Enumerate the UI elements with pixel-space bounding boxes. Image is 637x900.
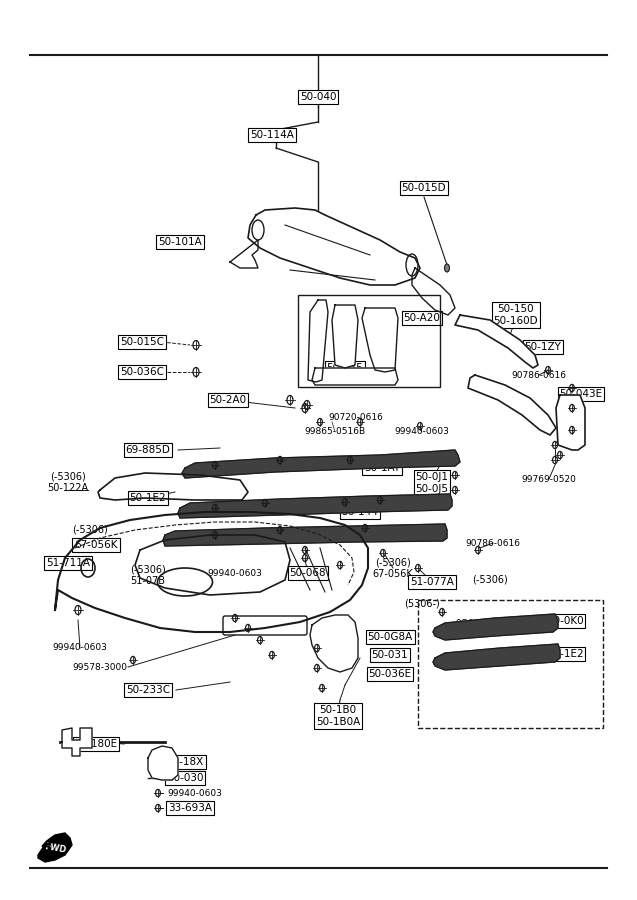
Polygon shape — [312, 368, 398, 385]
Text: FWD: FWD — [43, 842, 66, 854]
Text: 50-101A: 50-101A — [158, 237, 202, 247]
Text: 99865-0516B: 99865-0516B — [304, 428, 366, 436]
Polygon shape — [310, 615, 358, 672]
Text: (-5306)
50-122A: (-5306) 50-122A — [47, 472, 89, 493]
Text: 50-2A0: 50-2A0 — [210, 395, 247, 405]
Polygon shape — [362, 308, 398, 372]
Polygon shape — [433, 614, 558, 640]
Text: 51-077A: 51-077A — [410, 577, 454, 587]
Text: 50-031: 50-031 — [371, 650, 408, 660]
Polygon shape — [556, 395, 585, 450]
Polygon shape — [433, 644, 560, 670]
Text: 50-0K0: 50-0K0 — [547, 616, 583, 626]
Text: 69-885D: 69-885D — [125, 445, 171, 455]
Text: 33-693A: 33-693A — [168, 803, 212, 813]
Text: 50-030: 50-030 — [167, 773, 203, 783]
Text: 9G660-0612B: 9G660-0612B — [314, 532, 376, 541]
Polygon shape — [230, 240, 258, 268]
Text: 90786-0616: 90786-0616 — [512, 371, 566, 380]
Text: 56-144: 56-144 — [341, 507, 378, 517]
Text: 50-0G8A: 50-0G8A — [368, 632, 413, 642]
Text: 50-068: 50-068 — [290, 568, 326, 578]
Text: (-5306)
51-07B: (-5306) 51-07B — [130, 564, 166, 586]
Polygon shape — [178, 494, 452, 518]
Polygon shape — [62, 728, 92, 756]
Text: (5306-): (5306-) — [404, 599, 440, 609]
Text: 99940-0603: 99940-0603 — [168, 788, 222, 797]
Polygon shape — [468, 375, 556, 435]
Polygon shape — [455, 315, 538, 368]
Text: 90720-0616: 90720-0616 — [329, 413, 383, 422]
Text: 50-180E: 50-180E — [75, 739, 118, 749]
Text: 50-036C: 50-036C — [120, 367, 164, 377]
Text: 50-015D: 50-015D — [402, 183, 447, 193]
Text: 50-015C: 50-015C — [120, 337, 164, 347]
Text: 50-1E2: 50-1E2 — [130, 493, 166, 503]
Text: 99769-0520: 99769-0520 — [522, 474, 576, 483]
Text: 51-711A: 51-711A — [46, 558, 90, 568]
Text: 99940-0603: 99940-0603 — [394, 428, 450, 436]
Text: 50-0J1
50-0J5: 50-0J1 50-0J5 — [415, 472, 448, 494]
Polygon shape — [248, 208, 420, 285]
Text: 50-1AY: 50-1AY — [364, 463, 400, 473]
Text: 50-233C: 50-233C — [126, 685, 170, 695]
Polygon shape — [412, 268, 455, 315]
Text: (-5306): (-5306) — [72, 525, 108, 535]
Polygon shape — [38, 833, 72, 862]
Polygon shape — [148, 746, 178, 780]
Ellipse shape — [445, 264, 450, 272]
Text: 9G660-0612B: 9G660-0612B — [456, 619, 518, 628]
Polygon shape — [55, 512, 368, 632]
Text: 50-150
50-160D: 50-150 50-160D — [494, 304, 538, 326]
Polygon shape — [98, 473, 248, 500]
Text: 99578-3000: 99578-3000 — [73, 662, 127, 671]
Polygon shape — [135, 535, 290, 595]
Text: 67-056K: 67-056K — [75, 540, 118, 550]
Text: (-5306): (-5306) — [472, 575, 508, 585]
Text: (-5306)
67-056K: (-5306) 67-056K — [373, 557, 413, 579]
Text: 50-114A: 50-114A — [250, 130, 294, 140]
Text: 50-1E2: 50-1E2 — [547, 649, 583, 659]
Text: 99940-0603: 99940-0603 — [208, 570, 262, 579]
Text: 50-1ZY: 50-1ZY — [524, 342, 561, 352]
Text: 90786-0616: 90786-0616 — [466, 538, 520, 547]
Text: 50-1B0
50-1B0A: 50-1B0 50-1B0A — [316, 706, 360, 727]
Text: 50-A20: 50-A20 — [404, 313, 440, 323]
Polygon shape — [163, 524, 447, 546]
Text: 99940-0603: 99940-0603 — [53, 644, 108, 652]
Text: 50-036E: 50-036E — [368, 669, 412, 679]
Polygon shape — [332, 305, 358, 368]
Polygon shape — [308, 300, 328, 382]
Text: 50-040: 50-040 — [300, 92, 336, 102]
Polygon shape — [182, 450, 460, 478]
Text: 50-18X: 50-18X — [166, 757, 204, 767]
Text: 50-335: 50-335 — [327, 363, 363, 373]
Text: 50-043E: 50-043E — [559, 389, 603, 399]
